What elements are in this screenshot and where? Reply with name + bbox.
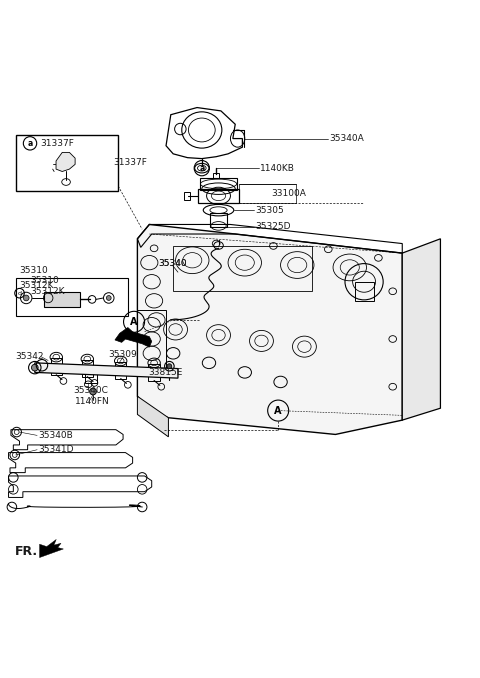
Text: 1140FN: 1140FN <box>75 397 110 407</box>
Polygon shape <box>39 540 63 557</box>
Bar <box>85 374 97 383</box>
Bar <box>44 292 80 306</box>
Text: A: A <box>130 317 138 327</box>
Text: 35340C: 35340C <box>73 386 108 395</box>
Polygon shape <box>56 153 75 172</box>
Bar <box>210 214 227 227</box>
Bar <box>184 192 190 200</box>
Ellipse shape <box>167 364 172 369</box>
Bar <box>115 362 126 378</box>
Text: 33815E: 33815E <box>148 368 183 377</box>
Text: 31337F: 31337F <box>40 139 74 148</box>
Bar <box>16 135 118 191</box>
Text: 35312K: 35312K <box>20 281 54 290</box>
Ellipse shape <box>107 296 111 300</box>
Text: 35340: 35340 <box>158 259 187 268</box>
Bar <box>355 282 373 301</box>
Bar <box>200 178 237 190</box>
Text: 31337F: 31337F <box>114 158 147 167</box>
Polygon shape <box>35 363 178 378</box>
Text: 35341D: 35341D <box>38 445 74 454</box>
Ellipse shape <box>90 388 96 395</box>
Text: 35340: 35340 <box>158 259 187 268</box>
Bar <box>213 174 219 178</box>
Bar <box>199 188 239 203</box>
Bar <box>148 364 160 380</box>
Ellipse shape <box>24 295 29 301</box>
Ellipse shape <box>32 364 38 371</box>
Text: 35310: 35310 <box>20 266 48 275</box>
Text: 33100A: 33100A <box>271 189 306 198</box>
Text: FR.: FR. <box>15 545 38 558</box>
Text: d: d <box>18 291 22 296</box>
Text: 1140KB: 1140KB <box>260 163 295 173</box>
Text: 35340B: 35340B <box>38 431 73 440</box>
Bar <box>82 360 93 377</box>
Text: 35342: 35342 <box>16 352 44 361</box>
Text: 35310: 35310 <box>30 276 59 285</box>
Bar <box>239 184 296 203</box>
Text: a: a <box>27 139 33 148</box>
Bar <box>173 246 312 292</box>
Text: 35340A: 35340A <box>330 134 364 143</box>
Text: A: A <box>275 405 282 416</box>
Text: 35312K: 35312K <box>30 287 64 296</box>
Polygon shape <box>402 239 441 420</box>
Bar <box>137 311 166 367</box>
Polygon shape <box>137 396 168 437</box>
Text: a: a <box>199 163 204 173</box>
Bar <box>50 358 62 375</box>
Polygon shape <box>115 327 152 347</box>
Polygon shape <box>137 224 402 435</box>
Bar <box>16 278 128 316</box>
Text: 35309: 35309 <box>109 350 137 359</box>
Text: 35325D: 35325D <box>255 222 291 231</box>
Text: 35305: 35305 <box>255 205 284 215</box>
